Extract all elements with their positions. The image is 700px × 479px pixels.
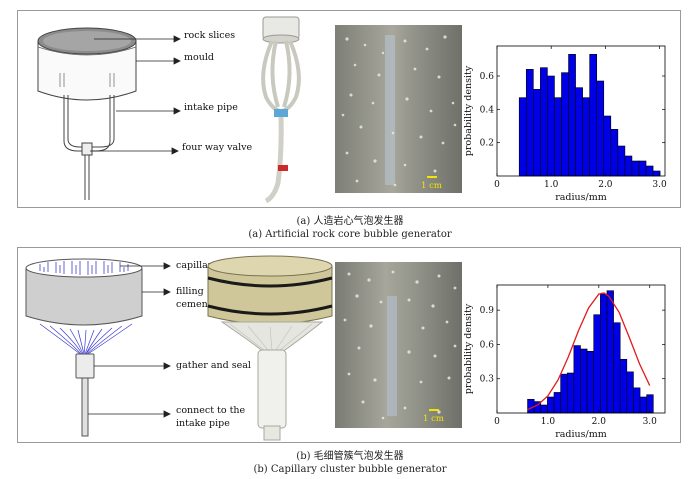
- radius-histogram-with-fit: 0 1.0 2.0 3.0 0.3 0.6 0.9 radius/mm probability …: [463, 284, 666, 439]
- rock-core-schematic: [37, 27, 181, 200]
- histogram-bar: [553, 392, 561, 414]
- x-tick-label: 0: [494, 417, 500, 427]
- y-tick-label: 0.9: [480, 306, 495, 316]
- panel-b: capillary filling cementation gather and…: [17, 247, 681, 443]
- fit-curve: [527, 292, 651, 411]
- caption-b-en: (b) Capillary cluster bubble generator: [253, 464, 447, 475]
- y-axis-label: probability density: [463, 65, 474, 156]
- panel-a: rock slices mould intake pipe four way v…: [17, 10, 681, 208]
- histogram-bar: [540, 67, 548, 177]
- plot-frame: [496, 45, 666, 177]
- histogram-bar: [593, 314, 601, 414]
- histogram-bar: [527, 398, 535, 414]
- histogram-bar: [547, 75, 555, 177]
- plot-frame: [496, 284, 666, 414]
- histogram-bar: [560, 373, 568, 414]
- label-four-way-valve: four way valve: [182, 142, 253, 153]
- histogram-bar: [518, 97, 527, 177]
- capillary-generator-photo: [207, 255, 333, 441]
- label-connect-line1: connect to the: [176, 405, 246, 416]
- scale-bar-label: 1 cm: [423, 414, 444, 424]
- y-tick-label: 0.2: [480, 139, 494, 149]
- x-tick-label: 3.0: [652, 180, 667, 190]
- bubbles-overlay: [341, 35, 457, 187]
- histogram-bar: [575, 87, 583, 177]
- label-connect-line2: intake pipe: [176, 418, 230, 429]
- histogram-bar: [626, 371, 634, 414]
- histogram-bar: [610, 129, 619, 177]
- label-rock-slices: rock slices: [184, 30, 236, 41]
- label-mould: mould: [184, 52, 214, 63]
- caption-a-cn: (a) 人造岩心气泡发生器: [296, 216, 404, 227]
- y-axis-label: probability density: [463, 303, 474, 394]
- x-axis-label: radius/mm: [555, 192, 607, 202]
- histogram-bar: [582, 97, 590, 177]
- histogram-bar: [645, 165, 654, 177]
- histogram-bar: [573, 345, 581, 414]
- y-tick-label: 0.6: [480, 72, 495, 82]
- x-axis-label: radius/mm: [555, 429, 607, 439]
- histogram-bar: [613, 322, 621, 414]
- bubbles-overlay: [343, 270, 457, 420]
- histogram-bar: [554, 97, 562, 177]
- histogram-bar: [639, 396, 647, 414]
- capillary-cluster-schematic: [25, 258, 171, 437]
- scale-bar: [429, 409, 439, 411]
- histogram-bar: [603, 115, 612, 177]
- histogram-bar: [586, 350, 595, 414]
- histogram-bar: [652, 170, 661, 177]
- histogram-bar: [617, 145, 626, 177]
- histogram-bar: [547, 396, 555, 414]
- x-tick-label: 2.0: [592, 417, 607, 427]
- y-tick-label: 0.6: [480, 340, 495, 350]
- label-intake-pipe: intake pipe: [184, 102, 238, 113]
- label-cementation: cementation: [176, 299, 236, 310]
- histogram-bar: [580, 348, 588, 414]
- histogram-bar: [600, 293, 608, 414]
- histogram-bar: [624, 155, 633, 177]
- histogram-bar: [525, 69, 534, 177]
- histogram-bar: [606, 290, 614, 414]
- x-tick-label: 1.0: [541, 417, 556, 427]
- x-tick-label: 2.0: [598, 180, 613, 190]
- histogram-bar: [633, 387, 641, 414]
- label-gather-and-seal: gather and seal: [176, 360, 251, 371]
- histogram-bar: [533, 89, 541, 177]
- rock-core-generator-photo: [261, 16, 301, 203]
- histogram-bar: [596, 80, 605, 177]
- bubble-photo: 1 cm: [335, 262, 462, 428]
- histogram-bar: [540, 404, 548, 414]
- y-tick-label: 0.4: [480, 105, 495, 115]
- caption-b-cn: (b) 毛细管簇气泡发生器: [296, 451, 404, 462]
- label-capillary: capillary: [176, 260, 218, 271]
- x-tick-label: 1.0: [544, 180, 559, 190]
- y-tick-label: 0.3: [480, 375, 495, 385]
- label-filling: filling: [176, 286, 204, 297]
- radius-histogram: 0 1.0 2.0 3.0 0.2 0.4 0.6 radius/mm probability …: [463, 45, 667, 202]
- x-tick-label: 3.0: [643, 417, 658, 427]
- histogram-bar: [568, 54, 576, 177]
- histogram-bar: [619, 358, 628, 414]
- histogram-bar: [638, 160, 647, 177]
- histogram-bar: [589, 54, 598, 177]
- histogram-bar: [561, 72, 569, 177]
- scale-bar-label: 1 cm: [421, 181, 442, 191]
- histogram-bar: [631, 160, 640, 177]
- bubble-photo: 1 cm: [335, 25, 462, 193]
- x-tick-label: 0: [494, 180, 500, 190]
- caption-a-en: (a) Artificial rock core bubble generato…: [248, 229, 452, 240]
- scale-bar: [427, 176, 437, 178]
- histogram-bar: [566, 372, 575, 414]
